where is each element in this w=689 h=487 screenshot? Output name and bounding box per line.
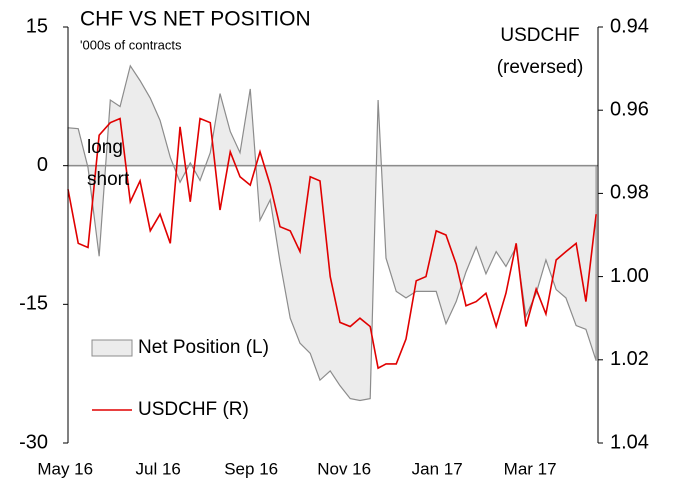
y2-tick-label: 0.98 — [610, 182, 649, 204]
y2-tick-label: 0.96 — [610, 98, 649, 120]
chart-title: CHF VS NET POSITION — [80, 8, 311, 31]
y2-axis-label: USDCHF — [500, 25, 579, 46]
y-tick-label: -30 — [19, 431, 48, 453]
legend-label: USDCHF (R) — [138, 399, 249, 420]
y2-axis-label: (reversed) — [497, 57, 584, 78]
x-tick-label: Mar 17 — [504, 459, 557, 478]
usdchf-line — [67, 117, 597, 370]
x-tick-label: Jul 16 — [136, 459, 181, 478]
x-tick-label: Nov 16 — [317, 459, 371, 478]
annotation: short — [87, 169, 130, 190]
y-tick-label: 15 — [26, 15, 48, 37]
legend-swatch — [91, 339, 133, 357]
y2-tick-label: 1.02 — [610, 348, 649, 370]
legend-label: Net Position (L) — [138, 337, 269, 358]
chart-subtitle: '000s of contracts — [80, 37, 182, 52]
x-tick-label: May 16 — [37, 459, 93, 478]
annotation: long — [87, 137, 123, 158]
y-tick-label: -15 — [19, 293, 48, 315]
y2-tick-label: 0.94 — [610, 15, 649, 37]
y-tick-label: 0 — [37, 154, 48, 176]
x-tick-label: Sep 16 — [224, 459, 278, 478]
y2-tick-label: 1.00 — [610, 265, 649, 287]
x-tick-label: Jan 17 — [412, 459, 463, 478]
y2-tick-label: 1.04 — [610, 431, 649, 453]
